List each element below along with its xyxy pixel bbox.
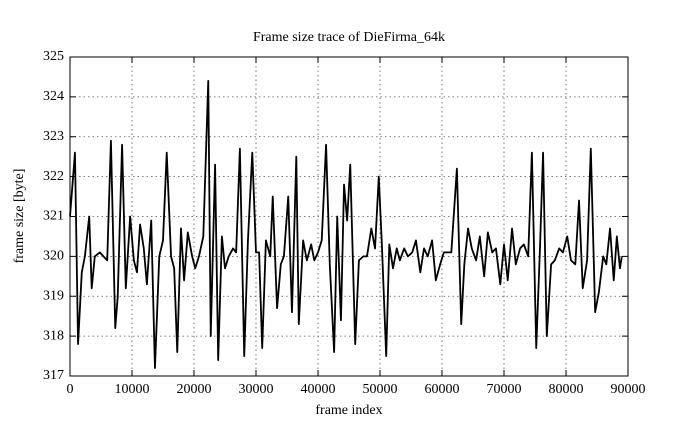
chart-title: Frame size trace of DieFirma_64k (253, 30, 445, 45)
y-axis-label: frame size [byte] (12, 169, 27, 264)
y-tick-label: 323 (43, 129, 64, 144)
y-tick-label: 325 (43, 49, 64, 64)
data-line (69, 80, 623, 369)
y-tick-label: 324 (43, 89, 64, 104)
y-tick-label: 319 (43, 288, 64, 303)
y-tick-label: 321 (43, 209, 64, 224)
x-tick-label: 90000 (611, 382, 646, 397)
x-tick-label: 10000 (115, 382, 150, 397)
y-tick-label: 320 (43, 249, 64, 264)
x-tick-label: 20000 (177, 382, 212, 397)
x-tick-label: 0 (67, 382, 74, 397)
x-tick-label: 70000 (487, 382, 522, 397)
x-tick-label: 40000 (301, 382, 336, 397)
y-tick-label: 317 (43, 368, 64, 383)
x-tick-label: 30000 (239, 382, 274, 397)
x-tick-label: 60000 (425, 382, 460, 397)
y-tick-label: 318 (43, 328, 64, 343)
x-tick-label: 50000 (363, 382, 398, 397)
x-axis-label: frame index (315, 403, 382, 418)
x-tick-label: 80000 (549, 382, 584, 397)
y-tick-label: 322 (43, 169, 64, 184)
